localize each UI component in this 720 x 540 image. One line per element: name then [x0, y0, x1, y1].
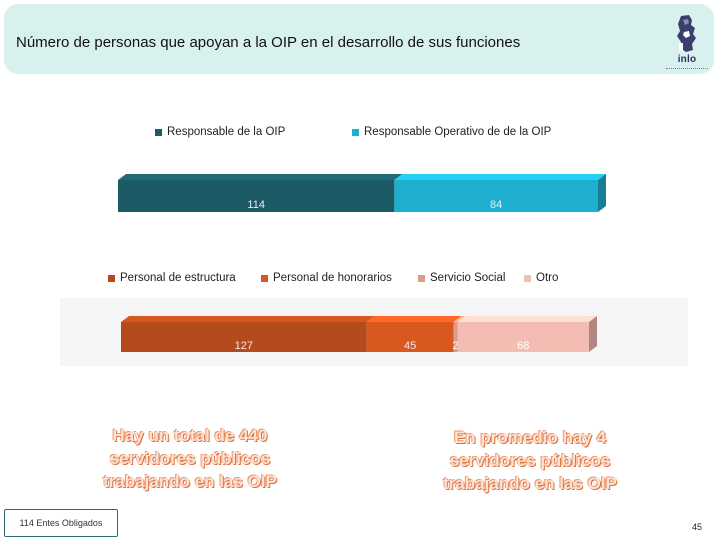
chart2-bar-top-personal-de-honorarios [366, 316, 462, 322]
legend-label-otro: Otro [536, 272, 559, 284]
chart1-value-label-responsable-de-la-oip: 114 [247, 199, 265, 211]
legend-item-servicio: Servicio Social [418, 272, 505, 284]
legend-item-honorarios: Personal de honorarios [261, 272, 392, 284]
page-title: Número de personas que apoyan a la OIP e… [16, 34, 521, 51]
legend-label-responsable: Responsable de la OIP [167, 126, 286, 138]
legend-swatch-estructura [108, 274, 115, 282]
legend-label-estructura: Personal de estructura [120, 272, 236, 284]
logo-map-icon [677, 15, 696, 52]
chart2-bar-top-personal-de-estructura [121, 316, 375, 322]
logo-icon: inlo [664, 14, 710, 76]
callout-average: En promedio hay 4 servidores públicos tr… [443, 428, 617, 493]
chart2-bar-personal-de-estructura [121, 322, 367, 352]
legend-label-servicio: Servicio Social [430, 272, 506, 284]
chart2-bar-servicio-social [453, 322, 458, 352]
legend-swatch-otro [524, 274, 531, 282]
header-banner: Número de personas que apoyan a la OIP e… [4, 4, 714, 74]
chart2-value-label-servicio-social: 2 [452, 340, 458, 352]
chart1-value-label-responsable-operativo-de-de-la-oip: 84 [490, 199, 502, 211]
chart2-bar-side-otro [589, 316, 597, 352]
callout-total: Hay un total de 440 servidores públicos … [103, 426, 277, 491]
chart2-bar-otro [457, 322, 589, 352]
chart2-bar-personal-de-honorarios [366, 322, 454, 352]
legend-item-otro: Otro [524, 272, 558, 284]
legend-label-operativo: Responsable Operativo de de la OIP [364, 126, 552, 138]
chart2-value-label-otro: 68 [517, 340, 529, 352]
chart2-value-label-personal-de-estructura: 127 [235, 340, 253, 352]
legend-item-operativo: Responsable Operativo de de la OIP [352, 126, 551, 138]
legend-label-honorarios: Personal de honorarios [273, 272, 392, 284]
chart2-bar-top-servicio-social [453, 316, 466, 322]
legend-swatch-responsable [155, 128, 162, 136]
chart1-bar-responsable-operativo-de-de-la-oip [394, 180, 598, 212]
logo-text: inlo [677, 54, 697, 65]
chart1-bar-top-responsable-operativo-de-de-la-oip [394, 174, 606, 180]
legend-swatch-servicio [418, 274, 425, 282]
legend-swatch-operativo [352, 128, 359, 136]
chart2-value-label-personal-de-honorarios: 45 [404, 340, 416, 352]
entes-obligados-box: 114 Entes Obligados [4, 509, 118, 537]
chart1-bar-top-responsable-de-la-oip [118, 174, 403, 180]
page-number: 45 [692, 522, 703, 532]
logo-fine-print [666, 68, 708, 71]
legend-swatch-honorarios [261, 274, 268, 282]
chart1-bar-side-responsable-operativo-de-de-la-oip [598, 174, 606, 212]
legend-item-estructura: Personal de estructura [108, 272, 236, 284]
chart1-bar-responsable-de-la-oip [118, 180, 395, 212]
legend-item-responsable: Responsable de la OIP [155, 126, 285, 138]
chart2-bar-top-otro [457, 316, 597, 322]
